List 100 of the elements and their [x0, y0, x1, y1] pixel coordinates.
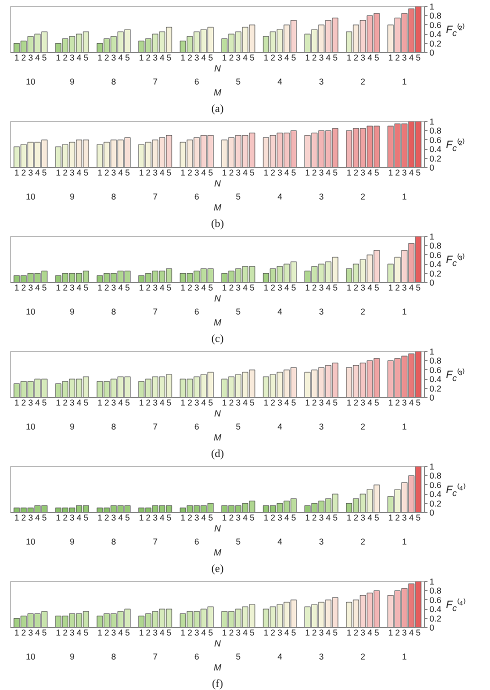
category-label: 4 — [408, 168, 414, 178]
x-axis-title: M — [214, 202, 222, 212]
x-tick-label: 7 — [152, 536, 158, 546]
category-label: 3 — [194, 52, 200, 62]
x-tick-label: 4 — [277, 422, 282, 432]
category-label: 2 — [187, 628, 192, 638]
y-axis-title: F$_{c}$⁽²⁾ — [446, 139, 464, 154]
category-label: 2 — [312, 628, 317, 638]
category-label: 3 — [402, 282, 407, 292]
text: 5 — [166, 52, 172, 62]
category-label: 3 — [402, 398, 407, 408]
legend-title: N — [214, 178, 222, 188]
category-label: 2 — [146, 168, 151, 178]
category-label: 4 — [408, 628, 414, 638]
y-tick-label: 0 — [430, 162, 434, 172]
category-label: 3 — [360, 398, 366, 408]
y-tick-label: 1 — [430, 116, 434, 126]
category-label: 3 — [277, 398, 282, 408]
y-tick-label: 0 — [430, 392, 434, 402]
category-label: 5 — [291, 168, 296, 178]
category-label: 2 — [354, 168, 358, 178]
y-tick-label: 1 — [430, 576, 434, 586]
series-label: 1 — [14, 398, 20, 408]
category-label: 5 — [374, 398, 380, 408]
x-tick-label: 9 — [70, 422, 75, 432]
series-label: 5 — [42, 398, 48, 408]
category-label: 4 — [201, 628, 206, 638]
category-label: 5 — [291, 628, 296, 638]
category-label: 2 — [104, 398, 110, 408]
series-label: 3 — [28, 628, 34, 638]
x-tick-label: 3 — [318, 422, 324, 432]
category-label: 4 — [367, 398, 372, 408]
text: 1 — [138, 52, 144, 62]
category-label: 3 — [70, 282, 74, 292]
category-label: 3 — [111, 52, 116, 62]
y-tick-label: 1 — [430, 2, 434, 12]
category-label: 2 — [187, 282, 192, 292]
x-tick-label: 9 — [70, 306, 75, 316]
series-label: 2 — [21, 512, 26, 522]
text: 4 — [242, 52, 248, 62]
x-tick-label: 6 — [194, 192, 200, 202]
category-label: 3 — [236, 282, 241, 292]
y-tick-label: 1 — [430, 232, 434, 242]
category-label: 3 — [360, 52, 366, 62]
series-label: 2 — [21, 282, 26, 292]
series-label: 1 — [14, 628, 20, 638]
x-tick-label: 5 — [236, 536, 241, 546]
category-label: 2 — [62, 168, 68, 178]
y-tick-label: 0.4 — [430, 29, 442, 40]
category-label: 2 — [104, 168, 110, 178]
category-label: 1 — [264, 52, 268, 62]
category-label: 1 — [138, 282, 144, 292]
series-label: 3 — [28, 398, 34, 408]
category-label: 1 — [264, 168, 268, 178]
text: 4 — [326, 52, 331, 62]
y-tick-label: 0.6 — [430, 250, 442, 260]
category-label: 4 — [201, 168, 206, 178]
x-tick-label: 2 — [360, 652, 366, 662]
series-label: 5 — [42, 168, 48, 178]
category-label: 4 — [326, 282, 331, 292]
category-label: 4 — [201, 512, 206, 522]
category-label: 1 — [56, 168, 61, 178]
x-tick-label: 2 — [360, 192, 366, 202]
category-label: 5 — [84, 628, 88, 638]
category-label: 4 — [118, 52, 123, 62]
series-label: 5 — [42, 628, 48, 638]
category-label: 4 — [326, 628, 331, 638]
text: 3 — [402, 52, 407, 62]
category-label: 3 — [277, 282, 282, 292]
category-label: 1 — [56, 282, 61, 292]
category-label: 1 — [346, 168, 352, 178]
category-label: 5 — [374, 168, 380, 178]
category-label: 5 — [208, 628, 213, 638]
series-label: 5 — [42, 52, 48, 62]
category-label: 5 — [374, 512, 380, 522]
category-label: 5 — [84, 168, 88, 178]
category-label: 4 — [284, 512, 290, 522]
x-tick-label: 1 — [402, 422, 408, 432]
x-tick-label: 1 — [402, 652, 408, 662]
y-tick-label: 0.8 — [430, 10, 442, 21]
category-label: 2 — [270, 168, 276, 178]
category-label: 4 — [160, 398, 164, 408]
category-label: 1 — [97, 168, 102, 178]
category-label: 5 — [416, 398, 421, 408]
category-label: 2 — [62, 512, 68, 522]
category-label: 5 — [84, 512, 88, 522]
y-tick-label: 0.8 — [430, 126, 442, 136]
text: 3 — [318, 52, 324, 62]
category-label: 3 — [277, 628, 282, 638]
category-label: 5 — [291, 282, 296, 292]
category-label: 5 — [416, 168, 421, 178]
category-label: 1 — [264, 282, 268, 292]
y-tick-label: 1 — [430, 462, 434, 472]
category-label: 3 — [318, 512, 324, 522]
category-label: 1 — [222, 168, 227, 178]
category-label: 5 — [250, 398, 254, 408]
y-tick-label: 0.2 — [430, 613, 442, 624]
x-axis-title: M — [214, 548, 222, 558]
category-label: 1 — [180, 52, 186, 62]
category-label: 1 — [222, 628, 227, 638]
